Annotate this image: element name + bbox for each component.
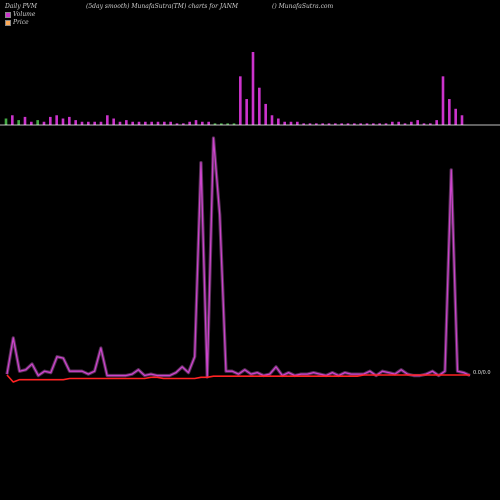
volume-bar	[429, 123, 432, 125]
volume-bar	[384, 123, 388, 125]
volume-bar	[346, 123, 350, 125]
volume-line	[6, 137, 471, 378]
volume-bar	[232, 123, 236, 125]
volume-bar	[207, 121, 210, 125]
volume-bar	[334, 123, 337, 125]
volume-bar	[11, 115, 14, 125]
last-value-label: 0.0/0.0	[473, 370, 491, 376]
volume-bar	[403, 123, 407, 125]
volume-bar	[17, 120, 20, 125]
volume-bar	[68, 116, 71, 125]
volume-bar	[239, 76, 242, 125]
volume-bar	[49, 116, 52, 125]
volume-bar	[315, 123, 318, 125]
volume-bar	[4, 118, 8, 125]
volume-bar	[99, 121, 103, 125]
volume-bar	[448, 99, 451, 125]
volume-bar	[144, 121, 147, 125]
volume-bar	[340, 123, 343, 125]
volume-bar	[353, 123, 356, 125]
volume-bar	[169, 121, 172, 125]
volume-bar	[422, 123, 426, 125]
site-credit: () MunafaSutra.com	[272, 3, 334, 10]
pvm-lines	[5, 136, 471, 383]
volume-bar	[163, 121, 166, 125]
volume-bar	[150, 121, 153, 125]
volume-bar	[30, 121, 33, 125]
volume-bar	[220, 123, 223, 125]
volume-bar	[55, 115, 58, 125]
chart-type-label: Daily PVM	[5, 3, 38, 10]
volume-bar	[213, 123, 217, 125]
volume-bar	[359, 123, 362, 125]
volume-bar	[264, 103, 267, 125]
volume-bar	[87, 121, 90, 125]
volume-bar	[125, 120, 128, 125]
volume-bar	[321, 123, 324, 125]
legend-price-label: Price	[13, 19, 29, 26]
volume-bar	[270, 115, 274, 125]
volume-bar	[251, 52, 255, 125]
volume-bar	[327, 123, 331, 125]
price-swatch-icon	[5, 19, 11, 26]
volume-bar	[397, 121, 400, 125]
volume-bars	[4, 52, 464, 125]
legend-volume-label: Volume	[13, 11, 36, 18]
volume-bar	[226, 123, 229, 125]
legend-volume: Volume	[5, 11, 35, 18]
volume-bar	[36, 120, 39, 125]
volume-bar	[131, 121, 134, 125]
volume-bar	[156, 121, 160, 125]
volume-bar	[460, 115, 464, 125]
volume-bar	[42, 121, 46, 125]
volume-bar	[61, 118, 65, 125]
volume-line-glow	[5, 136, 471, 379]
volume-bar	[188, 121, 191, 125]
volume-bar	[283, 121, 286, 125]
volume-bar	[245, 99, 248, 125]
volume-bar	[106, 115, 109, 125]
volume-bar	[182, 123, 185, 125]
volume-bar	[201, 121, 204, 125]
volume-bar	[175, 123, 179, 125]
volume-bar	[454, 108, 457, 125]
volume-bar	[23, 116, 27, 125]
volume-bar	[308, 123, 312, 125]
volume-bar	[416, 120, 419, 125]
volume-bar	[258, 87, 261, 125]
volume-bar	[391, 121, 394, 125]
volume-bar	[93, 121, 96, 125]
volume-bar	[372, 123, 375, 125]
legend-price: Price	[5, 19, 29, 26]
volume-bar	[80, 121, 84, 125]
price-line	[6, 374, 470, 383]
volume-bar	[435, 120, 438, 125]
chart-title: (5day smooth) MunafaSutra(TM) charts for…	[86, 3, 239, 10]
volume-bar	[365, 123, 369, 125]
volume-bar	[410, 121, 413, 125]
volume-bar	[296, 121, 299, 125]
volume-bar	[74, 120, 77, 125]
volume-bar	[118, 121, 122, 125]
volume-bar	[112, 118, 115, 125]
volume-bar	[194, 120, 198, 125]
volume-bar	[137, 121, 141, 125]
volume-bar	[289, 121, 293, 125]
volume-swatch-icon	[5, 11, 11, 18]
volume-bar	[302, 123, 305, 125]
volume-bar	[378, 123, 381, 125]
volume-bar	[441, 76, 445, 125]
volume-bar	[277, 118, 280, 125]
